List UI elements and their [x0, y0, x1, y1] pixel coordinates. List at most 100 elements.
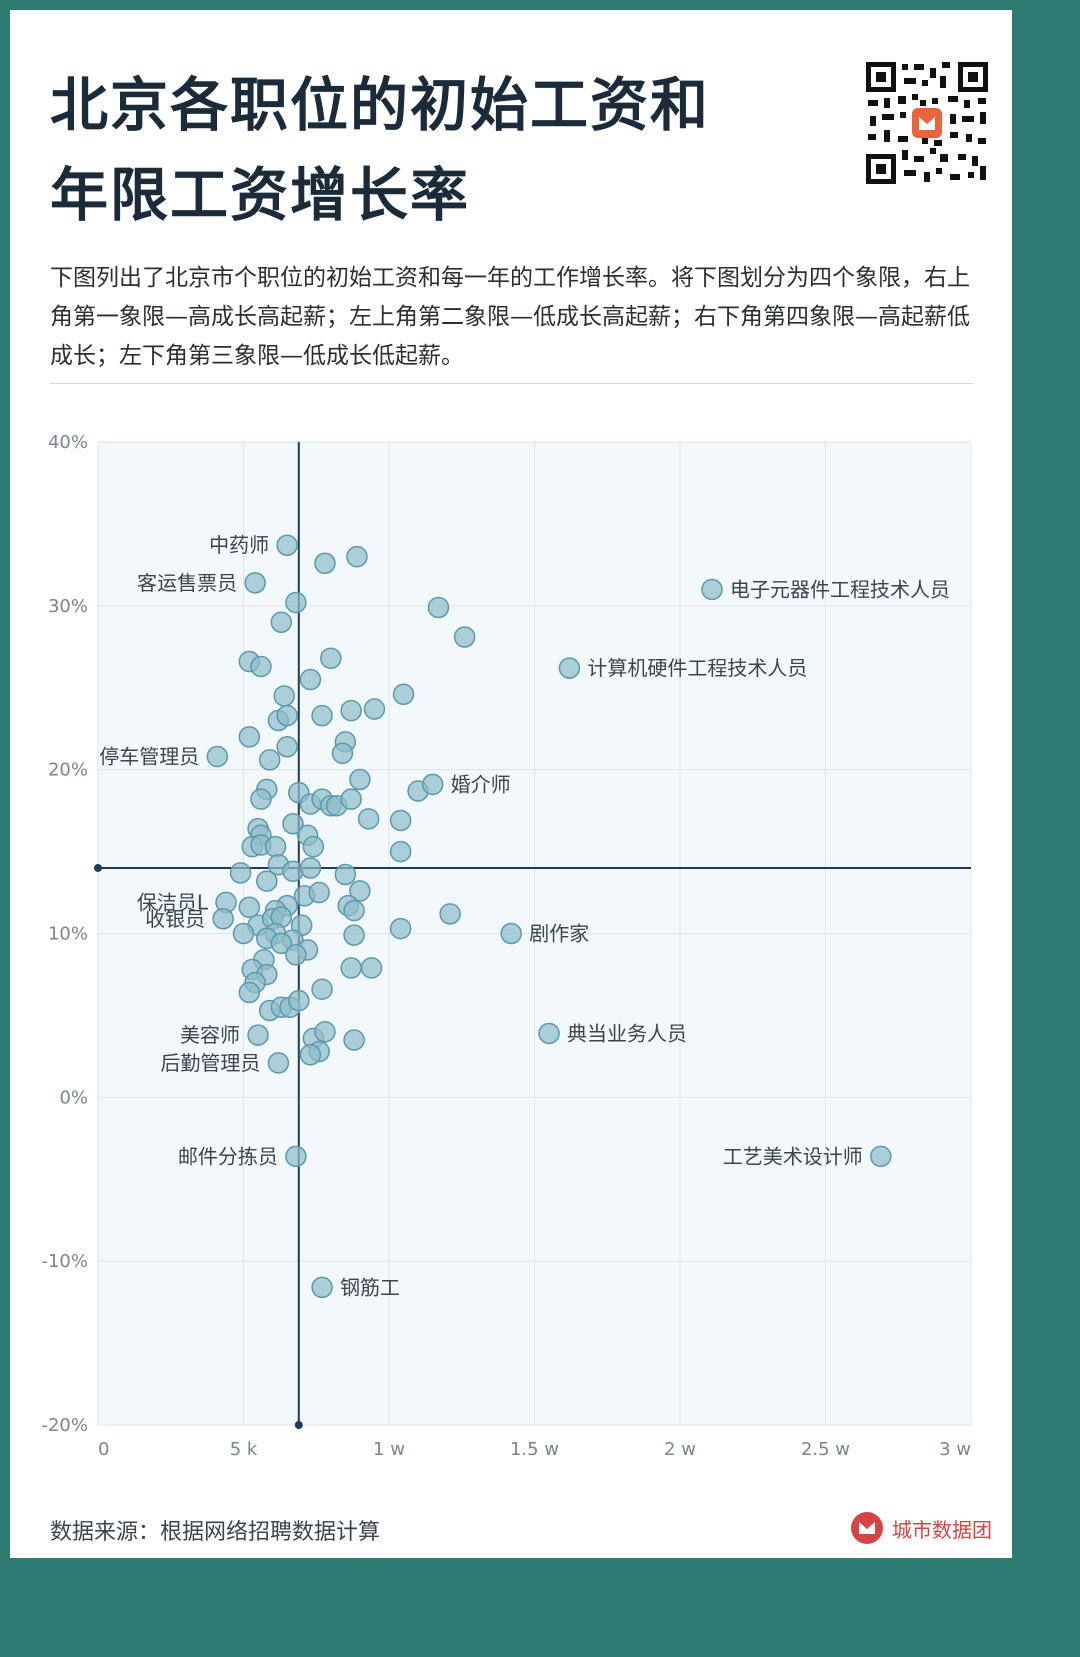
x-tick-label: 1 w	[373, 1439, 405, 1460]
labeled-data-point	[212, 908, 234, 930]
labeled-data-point	[244, 572, 266, 594]
data-point	[320, 647, 342, 670]
data-point	[276, 704, 298, 727]
y-tick-label: 30%	[48, 596, 88, 617]
y-tick-labels: 40% 30% 20% 10% 0% -10% -20%	[41, 432, 88, 1436]
labeled-data-point	[538, 1022, 560, 1045]
labeled-data-point	[206, 745, 229, 768]
point-label: 典当业务人员	[567, 1021, 687, 1045]
data-point	[299, 668, 322, 691]
data-source: 数据来源：根据网络招聘数据计算	[50, 1520, 381, 1545]
data-point	[229, 862, 252, 884]
y-tick-label: 20%	[48, 760, 88, 781]
data-point	[285, 944, 307, 966]
data-point	[238, 726, 261, 748]
data-point	[340, 957, 362, 979]
title-line-2: 年限工资增长率	[50, 161, 471, 229]
point-label: 邮件分拣员	[178, 1144, 278, 1168]
data-point	[311, 978, 333, 1000]
data-point	[343, 899, 365, 922]
data-point	[276, 735, 298, 758]
data-point	[270, 932, 293, 955]
point-label: 后勤管理员	[160, 1051, 260, 1075]
point-label: 工艺美术设计师	[723, 1144, 863, 1168]
data-point	[270, 611, 293, 633]
point-label: 钢筋工	[340, 1275, 400, 1299]
data-point	[360, 957, 383, 979]
description-text: 下图列出了北京市个职位的初始工资和每一年的工作增长率。将下图划分为四个象限，右上…	[50, 265, 970, 369]
x-tick-label: 2 w	[664, 1439, 696, 1460]
data-point	[349, 880, 371, 902]
point-label: 婚介师	[451, 772, 511, 796]
data-point	[343, 1029, 365, 1051]
data-point	[392, 683, 415, 706]
data-point	[389, 809, 412, 832]
y-tick-label: 40%	[48, 432, 88, 453]
data-point	[340, 788, 362, 810]
data-point	[343, 924, 365, 946]
brand: 城市数据团	[850, 1510, 992, 1546]
data-point	[334, 863, 357, 886]
page-title: 北京各职位的初始工资和 年限工资增长率	[50, 60, 810, 240]
data-point	[250, 655, 272, 678]
labeled-data-point	[311, 1276, 333, 1299]
point-label: 剧作家	[529, 922, 589, 946]
y-tick-label: 10%	[48, 924, 88, 945]
data-point	[238, 981, 261, 1004]
scatter-chart: 40% 30% 20% 10% 0% -10% -20% 0 5 k 1 w 1.5 w 2 w 2.…	[41, 432, 972, 1460]
data-point	[340, 699, 362, 722]
labeled-data-point	[870, 1145, 892, 1168]
point-label: 保洁员L	[137, 890, 209, 914]
data-point	[349, 768, 371, 791]
data-point	[357, 808, 380, 830]
data-point	[299, 857, 322, 879]
x-tick-labels: 0 5 k 1 w 1.5 w 2 w 2.5 w 3 w	[98, 1439, 971, 1460]
point-label: 收银员	[145, 907, 205, 931]
x-tick-label: 5 k	[230, 1439, 258, 1460]
data-point	[238, 896, 261, 919]
labeled-data-point	[558, 657, 581, 679]
x-tick-label: 2.5 w	[801, 1439, 850, 1460]
data-point	[331, 742, 354, 765]
data-point	[302, 835, 325, 858]
data-point	[232, 922, 255, 945]
data-point	[311, 704, 333, 727]
data-point	[389, 840, 412, 863]
infographic-card: 北京各职位的初始工资和 年限工资增长率	[10, 10, 1012, 1558]
brand-logo-icon	[851, 1512, 883, 1544]
data-point	[439, 903, 461, 925]
data-point	[346, 545, 368, 568]
brand-name: 城市数据团	[892, 1517, 992, 1542]
data-point	[250, 788, 272, 810]
x-tick-label: 1.5 w	[510, 1439, 559, 1460]
data-point	[288, 989, 310, 1012]
data-point	[314, 552, 336, 574]
data-point	[308, 881, 330, 904]
x-tick-label: 3 w	[939, 1439, 971, 1460]
data-point	[299, 1043, 322, 1066]
point-label: 计算机硬件工程技术人员	[587, 656, 807, 680]
labeled-data-point	[276, 534, 298, 556]
point-label: 中药师	[209, 533, 269, 557]
data-point	[282, 860, 304, 882]
data-point	[453, 626, 476, 648]
data-point	[258, 749, 281, 771]
data-point	[282, 812, 304, 835]
labeled-data-point	[421, 773, 444, 796]
labeled-data-point	[267, 1052, 290, 1074]
point-label: 客运售票员	[137, 571, 237, 595]
header-divider	[50, 383, 973, 384]
point-label: 停车管理员	[99, 745, 199, 769]
y-tick-label: -10%	[41, 1251, 88, 1272]
y-tick-label: 0%	[59, 1087, 88, 1108]
data-point	[314, 1021, 336, 1043]
point-label: 美容师	[180, 1023, 240, 1047]
labeled-data-point	[285, 1145, 307, 1168]
y-tick-label: -20%	[41, 1415, 88, 1436]
data-point	[273, 685, 295, 707]
title-line-1: 北京各职位的初始工资和	[50, 71, 711, 139]
labeled-data-point	[500, 922, 522, 945]
data-point	[285, 591, 307, 614]
labeled-data-point	[701, 578, 723, 601]
